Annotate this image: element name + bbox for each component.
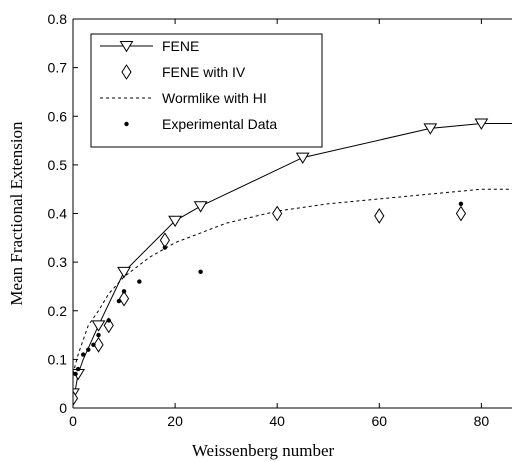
- data-point-fene-iv: [455, 205, 467, 222]
- y-tick-label: 0: [59, 400, 67, 416]
- data-point-fene-iv: [93, 336, 104, 353]
- y-tick-label: 0.6: [48, 108, 68, 124]
- series-line-fene: [73, 123, 512, 394]
- x-tick-label: 80: [474, 413, 490, 429]
- data-point-experimental: [458, 201, 464, 206]
- legend-swatch-experimental: [124, 121, 129, 127]
- data-point-fene: [474, 118, 489, 130]
- data-point-experimental: [73, 371, 78, 377]
- legend-swatch-fene-iv: [121, 64, 132, 80]
- x-tick-label: 40: [269, 413, 285, 429]
- data-point-experimental: [86, 347, 91, 352]
- data-point-experimental: [81, 352, 86, 357]
- legend: FENE FENE with IV Wormlike with HI Experime…: [90, 33, 323, 148]
- data-point-fene-iv: [103, 317, 114, 334]
- data-point-fene-iv: [374, 208, 385, 224]
- plot-area: [73, 118, 512, 407]
- data-point-experimental: [96, 332, 101, 338]
- data-point-fene: [91, 320, 106, 332]
- x-tick-label: 20: [167, 413, 183, 429]
- data-point-fene: [295, 152, 310, 164]
- data-point-experimental: [106, 318, 111, 323]
- y-tick-label: 0.8: [48, 11, 68, 27]
- x-tick-label: 0: [69, 413, 77, 429]
- data-point-fene: [423, 123, 438, 135]
- data-point-experimental: [121, 289, 127, 294]
- data-point-experimental: [137, 279, 142, 284]
- legend-label: FENE with IV: [162, 64, 246, 80]
- x-tick-label: 60: [371, 413, 387, 429]
- y-tick-label: 0.2: [48, 303, 68, 319]
- data-point-fene-iv: [272, 205, 283, 222]
- data-point-experimental: [198, 269, 203, 275]
- data-point-experimental: [116, 298, 122, 304]
- data-point-fene: [117, 266, 131, 279]
- data-point-experimental: [75, 366, 81, 372]
- y-tick-label: 0.4: [48, 206, 68, 222]
- data-point-fene-iv: [73, 390, 79, 407]
- axes: 0 0.1 0.2 0.3 0.4 0.5 0.6 0.7 0.8 0 20 40 60 80: [48, 11, 512, 429]
- y-tick-label: 0.5: [48, 157, 68, 173]
- legend-label: Experimental Data: [162, 116, 277, 132]
- data-point-experimental: [162, 245, 168, 250]
- y-tick-label: 0.1: [48, 351, 68, 367]
- x-axis-label: Weissenberg number: [192, 441, 335, 460]
- y-tick-label: 0.7: [48, 60, 68, 76]
- data-point-fene: [193, 201, 208, 213]
- legend-box: [90, 33, 323, 148]
- data-point-fene: [168, 215, 182, 228]
- legend-label: FENE: [162, 38, 199, 54]
- data-point-experimental: [91, 342, 96, 347]
- legend-label: Wormlike with HI: [162, 90, 267, 106]
- data-point-fene-iv: [159, 232, 170, 249]
- y-axis-label: Mean Fractional Extension: [7, 121, 26, 306]
- legend-swatch-fene-marker: [119, 41, 134, 53]
- series-group: [73, 118, 512, 407]
- y-tick-label: 0.3: [48, 254, 68, 270]
- data-point-fene-iv: [118, 290, 130, 307]
